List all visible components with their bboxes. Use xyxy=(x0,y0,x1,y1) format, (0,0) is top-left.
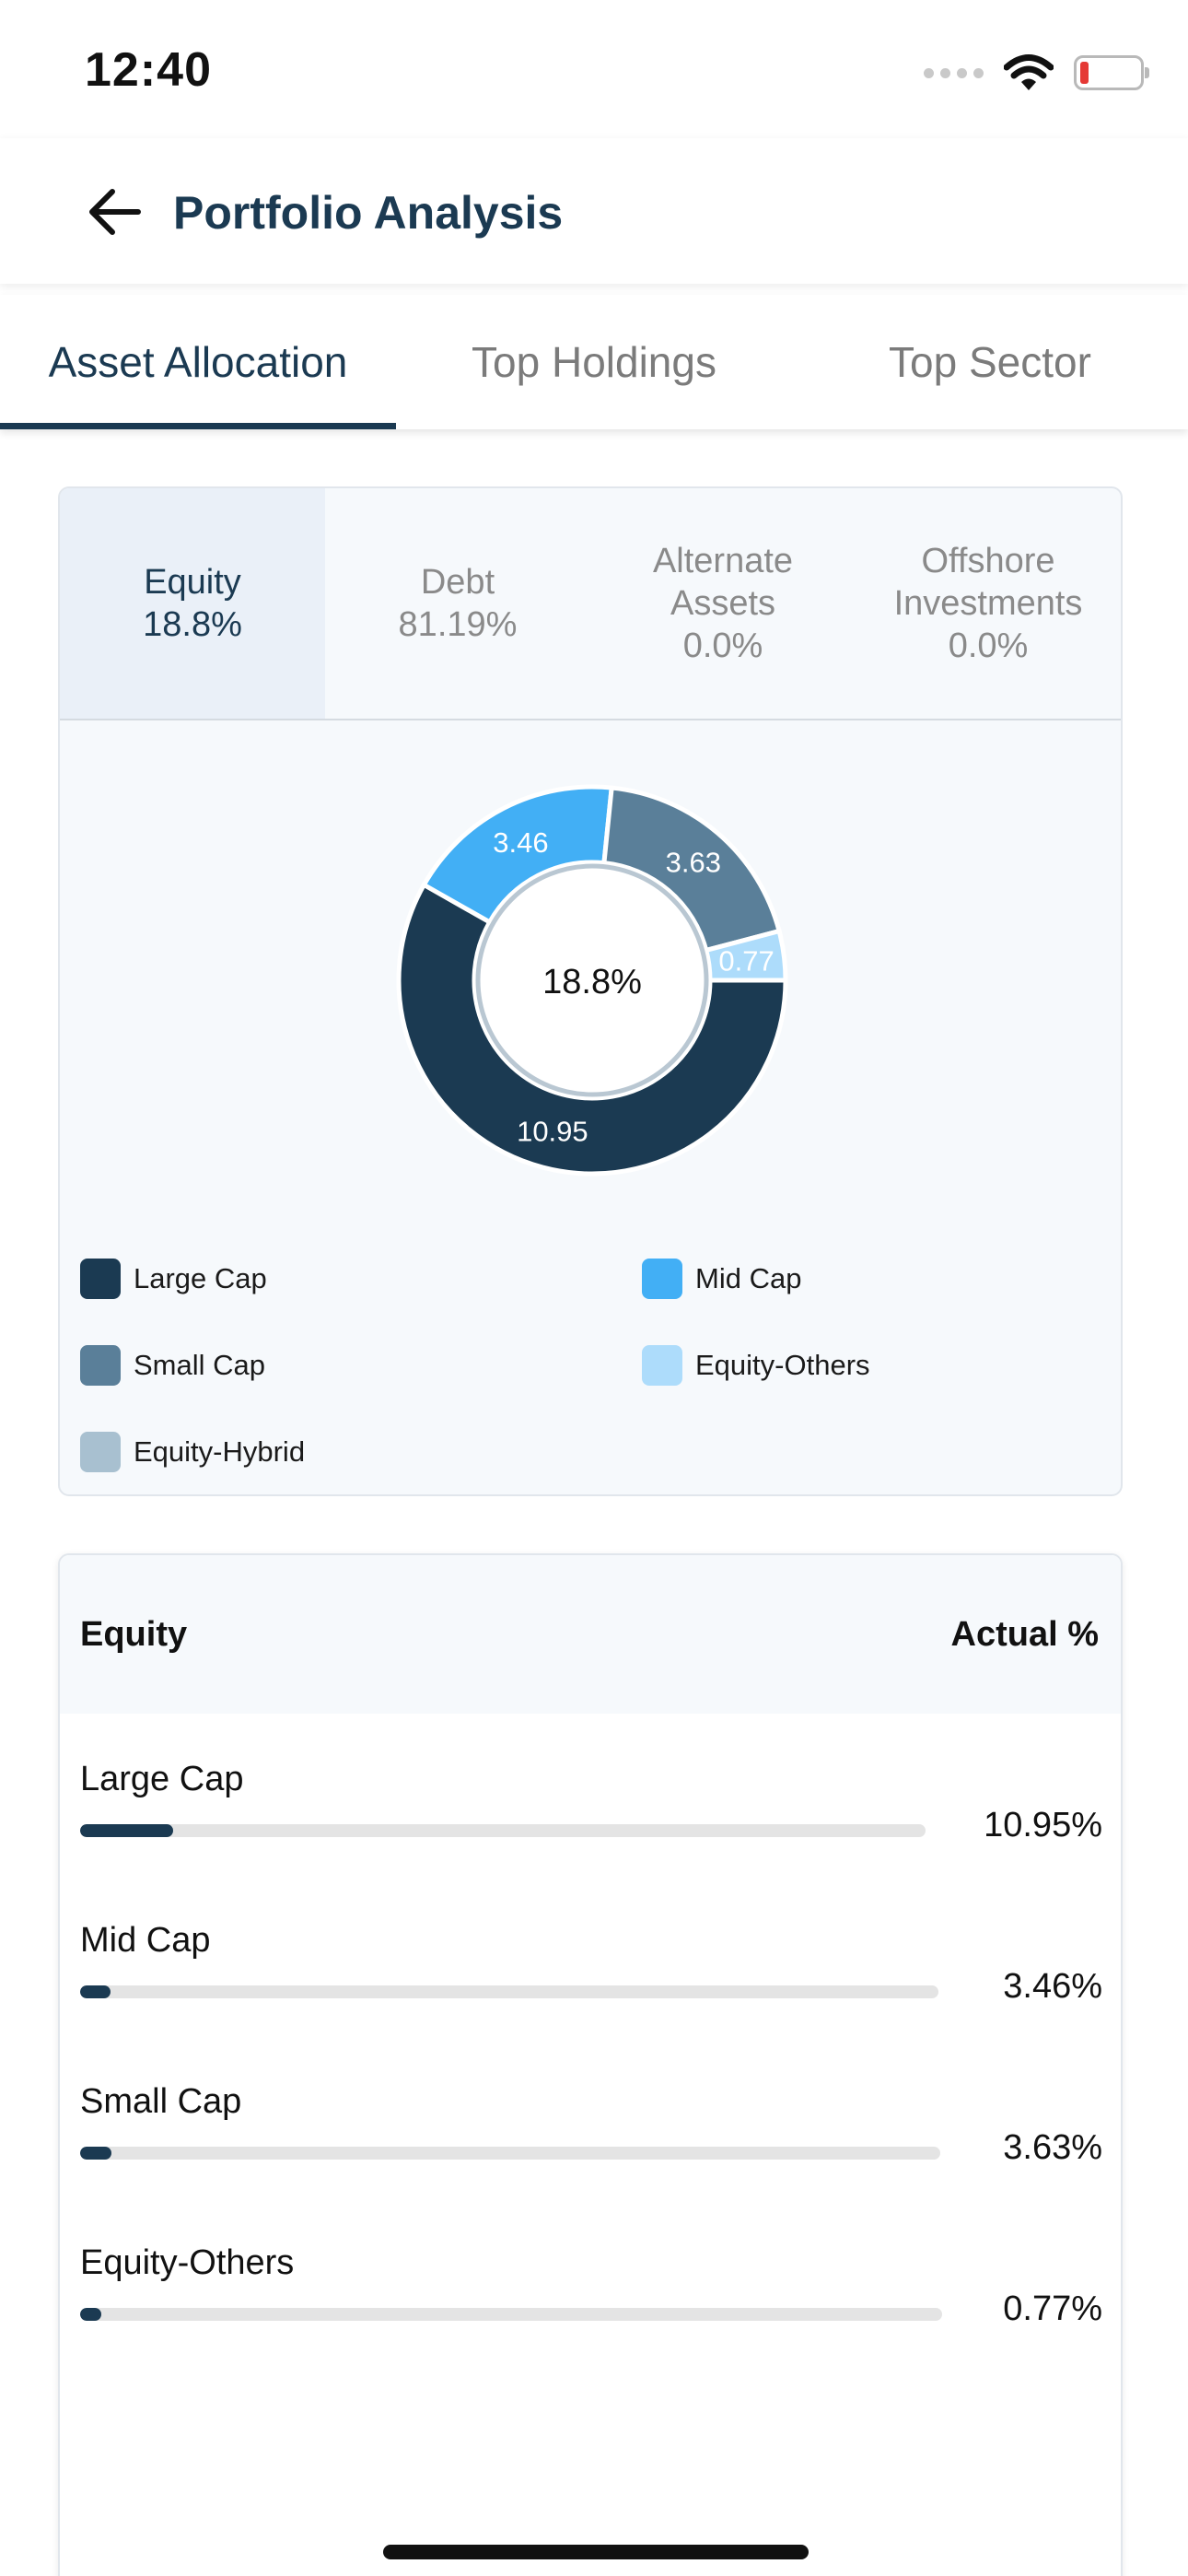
equity-header-left: Equity xyxy=(80,1614,188,1654)
status-time: 12:40 xyxy=(85,43,212,97)
status-bar: 12:40 xyxy=(0,0,1188,138)
donut-slice-label: 3.46 xyxy=(493,826,548,859)
legend-label: Equity-Others xyxy=(695,1349,870,1381)
tab-top-holdings[interactable]: Top Holdings xyxy=(472,338,716,386)
category-tabs: Equity 18.8% Debt 81.19% Alternate Asset… xyxy=(60,488,1121,720)
table-row: Mid Cap 3.46% xyxy=(80,1921,1102,2068)
page-title: Portfolio Analysis xyxy=(173,187,564,239)
legend-label: Mid Cap xyxy=(695,1262,802,1294)
progress-track xyxy=(80,1824,926,1837)
app-header: Portfolio Analysis xyxy=(0,138,1188,284)
donut-slice-label: 3.63 xyxy=(666,847,721,879)
row-value: 3.46% xyxy=(1003,1967,1102,2006)
legend-item-small-cap: Small Cap xyxy=(80,1345,265,1386)
row-value: 10.95% xyxy=(984,1806,1102,1844)
progress-fill xyxy=(80,1824,173,1837)
donut-center-label: 18.8% xyxy=(542,963,642,1001)
category-label-2: Assets xyxy=(670,584,776,623)
equity-table-header: Equity Actual % xyxy=(60,1555,1121,1714)
table-row: Equity-Others 0.77% xyxy=(80,2243,1102,2391)
tab-top-sector[interactable]: Top Sector xyxy=(889,338,1091,386)
table-row: Large Cap 10.95% xyxy=(80,1760,1102,1907)
legend-swatch xyxy=(642,1345,682,1386)
legend-swatch xyxy=(80,1432,121,1472)
legend-item-equity-hybrid: Equity-Hybrid xyxy=(80,1432,305,1472)
donut-slice-label: 10.95 xyxy=(517,1115,588,1147)
legend-label: Small Cap xyxy=(134,1349,265,1381)
donut-center xyxy=(475,863,709,1097)
legend-swatch xyxy=(642,1259,682,1299)
category-tab-equity[interactable]: Equity 18.8% xyxy=(60,488,325,719)
row-label: Small Cap xyxy=(80,2082,242,2121)
donut-chart-container: 10.95 3.46 3.63 0.77 18.8% xyxy=(60,722,1121,1238)
progress-fill xyxy=(80,2147,111,2160)
arrow-left-icon xyxy=(89,189,141,235)
progress-track xyxy=(80,2308,942,2321)
legend-swatch xyxy=(80,1345,121,1386)
back-button[interactable] xyxy=(85,186,144,238)
signal-icon xyxy=(924,67,984,78)
progress-fill xyxy=(80,2308,102,2321)
legend-item-large-cap: Large Cap xyxy=(80,1259,267,1299)
category-label: Alternate xyxy=(652,542,794,580)
wifi-icon xyxy=(1004,54,1054,90)
category-label: Debt xyxy=(420,563,495,602)
row-label: Mid Cap xyxy=(80,1921,211,1960)
donut-slice-mid-cap[interactable] xyxy=(420,784,614,926)
battery-icon xyxy=(1074,55,1149,90)
progress-fill xyxy=(80,1985,111,1998)
equity-table: Equity Actual % Large Cap 10.95% Mid Cap 3.… xyxy=(58,1553,1123,2576)
home-indicator xyxy=(383,2545,809,2559)
category-value: 81.19% xyxy=(398,605,518,644)
row-value: 3.63% xyxy=(1003,2128,1102,2167)
donut-chart: 10.95 3.46 3.63 0.77 18.8% xyxy=(396,784,788,1177)
equity-header-right: Actual % xyxy=(950,1614,1099,1654)
category-value: 18.8% xyxy=(143,605,242,644)
donut-slice-label: 0.77 xyxy=(718,944,774,977)
row-value: 0.77% xyxy=(1003,2289,1102,2328)
category-tab-offshore-investments[interactable]: Offshore Investments 0.0% xyxy=(856,488,1121,719)
status-icons xyxy=(924,52,1149,94)
table-row: Small Cap 3.63% xyxy=(80,2082,1102,2230)
allocation-card: Equity 18.8% Debt 81.19% Alternate Asset… xyxy=(58,486,1123,1496)
progress-track xyxy=(80,2147,940,2160)
category-label-2: Investments xyxy=(893,584,1083,623)
donut-slice-small-cap[interactable] xyxy=(601,785,783,954)
donut-slice-equity-others[interactable] xyxy=(703,928,788,983)
category-tab-alternate-assets[interactable]: Alternate Assets 0.0% xyxy=(590,488,856,719)
legend-item-mid-cap: Mid Cap xyxy=(642,1259,801,1299)
category-tab-debt[interactable]: Debt 81.19% xyxy=(325,488,590,719)
progress-track xyxy=(80,1985,938,1998)
tab-asset-allocation[interactable]: Asset Allocation xyxy=(0,295,396,429)
legend-item-equity-others: Equity-Others xyxy=(642,1345,870,1386)
legend-label: Equity-Hybrid xyxy=(134,1435,306,1468)
category-label: Offshore xyxy=(921,542,1055,580)
category-value: 0.0% xyxy=(682,626,763,665)
category-label: Equity xyxy=(144,563,241,602)
donut-slice-large-cap[interactable] xyxy=(396,881,788,1177)
row-label: Large Cap xyxy=(80,1760,244,1798)
legend-swatch xyxy=(80,1259,121,1299)
top-tabs: Asset Allocation Top Holdings Top Sector xyxy=(0,295,1188,429)
row-label: Equity-Others xyxy=(80,2243,295,2282)
legend-label: Large Cap xyxy=(134,1262,267,1294)
category-value: 0.0% xyxy=(948,626,1029,665)
